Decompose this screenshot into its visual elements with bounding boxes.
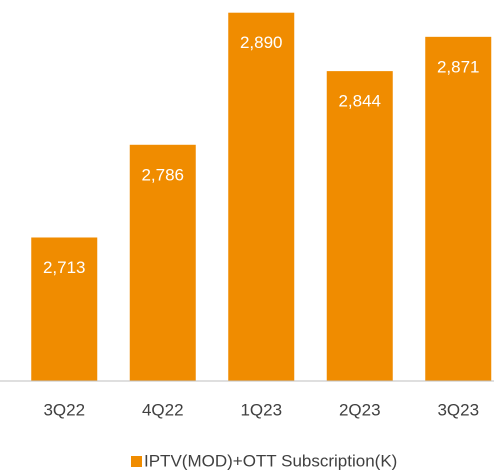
bar bbox=[129, 144, 196, 381]
x-tick-label: 1Q23 bbox=[240, 400, 282, 419]
legend-label: IPTV(MOD)+OTT Subscription(K) bbox=[144, 451, 397, 470]
x-tick-label: 3Q23 bbox=[437, 400, 479, 419]
bar bbox=[425, 36, 492, 382]
bar bbox=[31, 237, 98, 381]
value-label: 2,890 bbox=[240, 33, 283, 52]
legend-swatch bbox=[131, 456, 142, 467]
x-tick-label: 3Q22 bbox=[43, 400, 85, 419]
value-label: 2,786 bbox=[141, 165, 184, 184]
value-label: 2,844 bbox=[338, 92, 381, 111]
bar bbox=[228, 12, 295, 381]
value-label: 2,871 bbox=[437, 57, 480, 76]
x-tick-label: 2Q23 bbox=[339, 400, 381, 419]
value-label: 2,713 bbox=[43, 258, 86, 277]
bar bbox=[326, 71, 393, 382]
x-tick-label: 4Q22 bbox=[142, 400, 184, 419]
